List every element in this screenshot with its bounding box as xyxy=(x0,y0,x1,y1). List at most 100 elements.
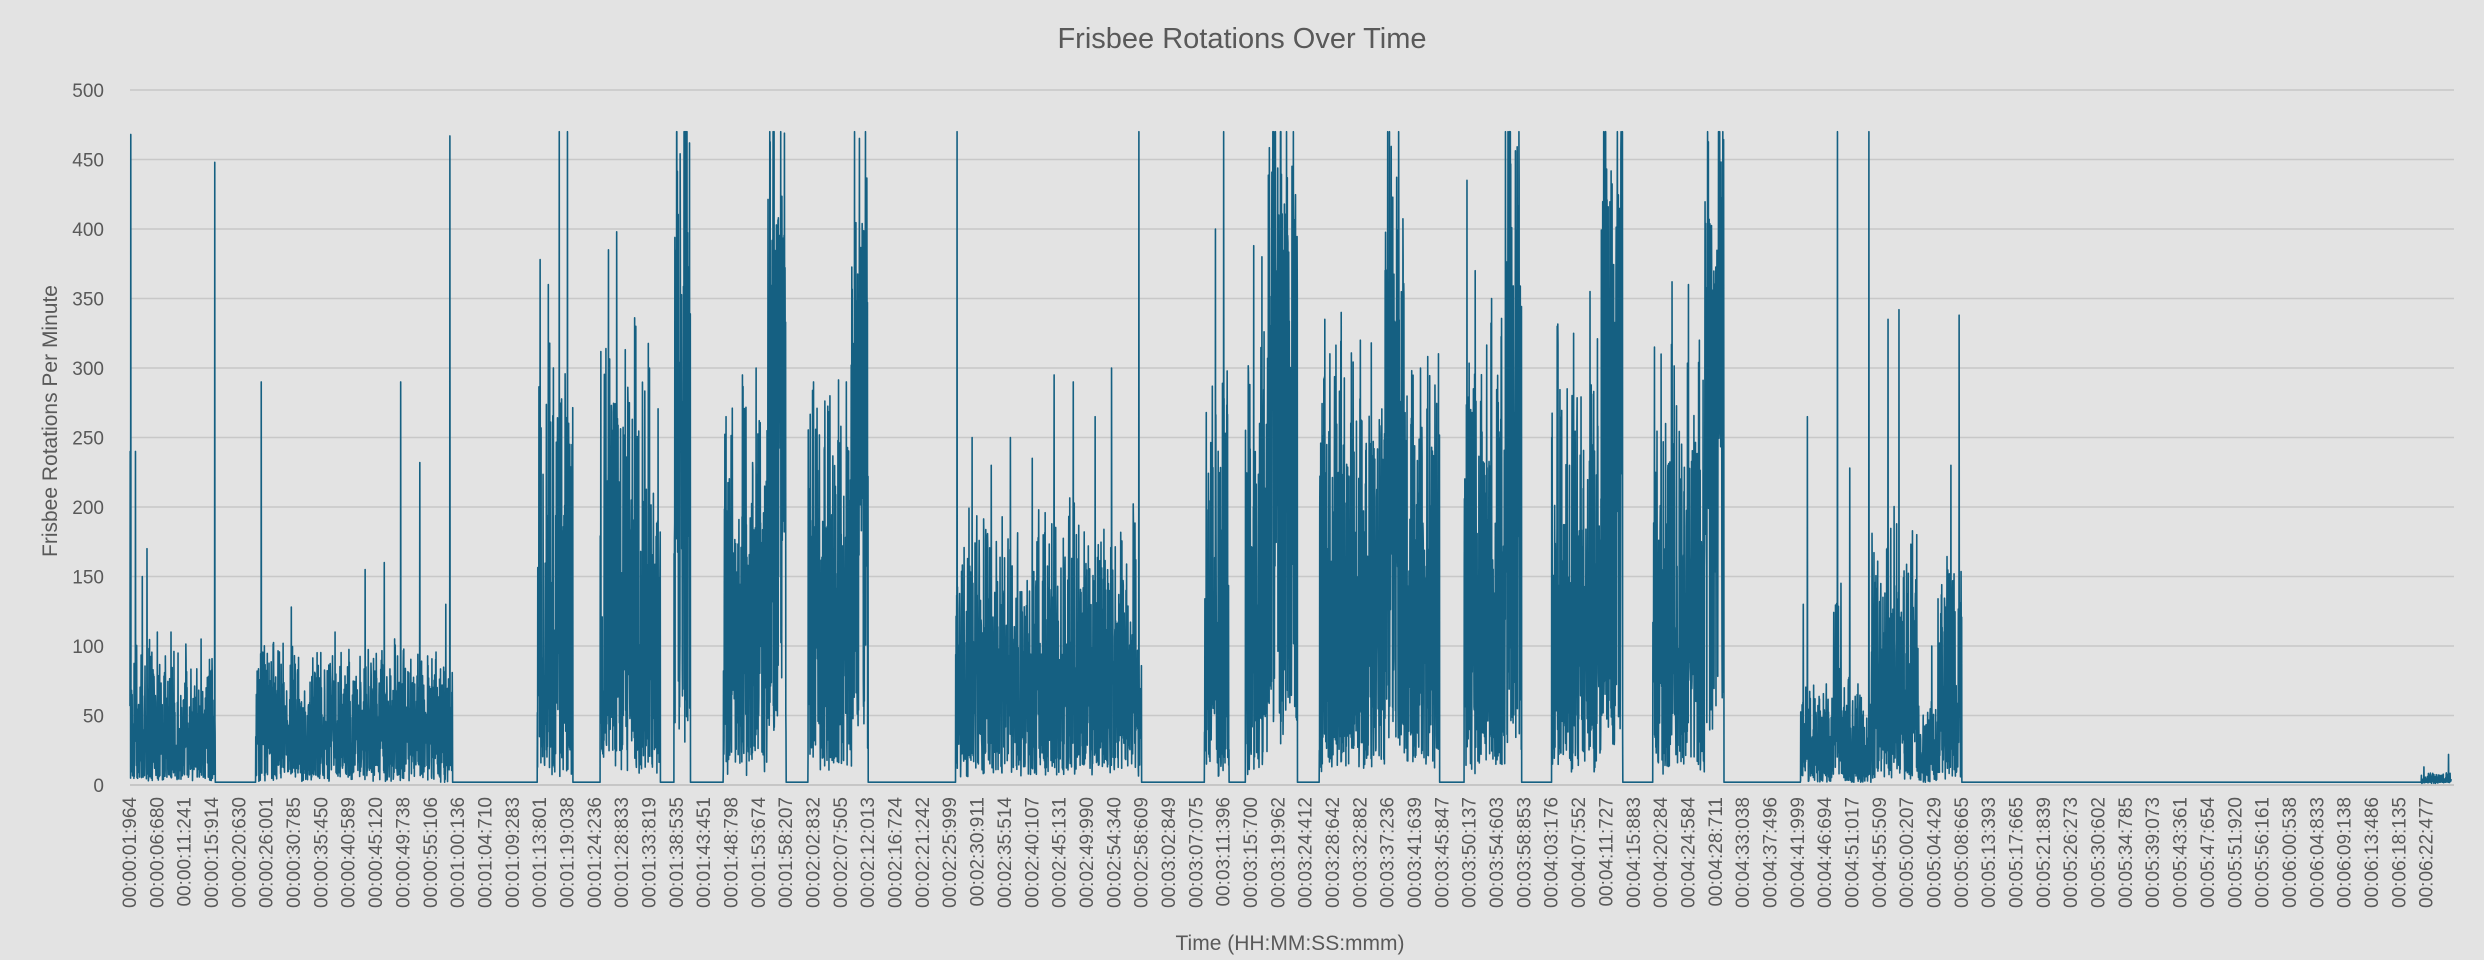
x-tick-label: 00:04:41:999 xyxy=(1788,797,1809,908)
x-tick-label: 00:02:25:999 xyxy=(940,797,961,908)
x-tick-label: 00:04:33:038 xyxy=(1733,797,1754,908)
x-tick-label: 00:05:17:665 xyxy=(2007,797,2028,908)
x-tick-label: 00:05:51:920 xyxy=(2225,797,2246,908)
x-tick-label: 00:05:26:273 xyxy=(2061,797,2082,908)
x-tick-label: 00:04:07:552 xyxy=(1569,797,1590,908)
x-tick-label: 00:03:02:849 xyxy=(1159,797,1180,908)
x-tick-label: 00:05:47:654 xyxy=(2198,797,2219,908)
x-tick-label: 00:01:28:833 xyxy=(612,797,633,908)
x-tick-label: 00:04:15:883 xyxy=(1624,797,1645,908)
series-line xyxy=(129,130,2452,785)
x-tick-label: 00:05:08:665 xyxy=(1952,797,1973,908)
x-tick-label: 00:00:26:001 xyxy=(257,797,278,908)
x-tick-label: 00:03:28:642 xyxy=(1323,797,1344,908)
y-axis-title: Frisbee Rotations Per Minute xyxy=(39,285,62,557)
x-tick-label: 00:06:22:477 xyxy=(2417,797,2438,908)
y-tick-label: 150 xyxy=(72,568,104,589)
x-tick-label: 00:06:04:833 xyxy=(2307,797,2328,908)
y-tick-label: 0 xyxy=(93,776,104,797)
x-tick-label: 00:04:28:711 xyxy=(1706,797,1727,907)
x-tick-label: 00:03:45:847 xyxy=(1432,797,1453,908)
y-tick-label: 50 xyxy=(83,707,104,728)
x-tick-label: 00:02:30:911 xyxy=(968,797,989,907)
x-tick-label: 00:03:24:412 xyxy=(1296,797,1317,908)
x-tick-label: 00:03:15:700 xyxy=(1241,797,1262,908)
x-tick-label: 00:02:21:242 xyxy=(913,797,934,908)
x-tick-label: 00:05:30:602 xyxy=(2089,797,2110,908)
x-tick-label: 00:02:35:514 xyxy=(995,797,1016,908)
y-axis-ticks: 0 50 100 150 200 250 300 350 400 450 500 xyxy=(72,81,104,797)
x-tick-label: 00:06:00:538 xyxy=(2280,797,2301,908)
x-tick-label: 00:01:33:819 xyxy=(639,797,660,908)
x-tick-label: 00:03:32:882 xyxy=(1350,797,1371,908)
x-tick-label: 00:04:51:017 xyxy=(1842,797,1863,908)
x-tick-label: 00:03:50:137 xyxy=(1460,797,1481,908)
y-tick-label: 200 xyxy=(72,498,104,519)
y-tick-label: 400 xyxy=(72,220,104,241)
x-tick-label: 00:04:24:584 xyxy=(1678,797,1699,908)
x-tick-label: 00:02:02:832 xyxy=(804,797,825,908)
x-tick-label: 00:02:54:340 xyxy=(1104,797,1125,908)
x-tick-label: 00:01:00:136 xyxy=(448,797,469,908)
x-tick-label: 00:04:55:509 xyxy=(1870,797,1891,908)
x-tick-label: 00:02:40:107 xyxy=(1022,797,1043,908)
x-tick-label: 00:02:49:990 xyxy=(1077,797,1098,908)
x-tick-label: 00:04:46:694 xyxy=(1815,797,1836,908)
x-tick-label: 00:06:13:486 xyxy=(2362,797,2383,908)
x-tick-label: 00:00:20:630 xyxy=(229,797,250,908)
x-tick-label: 00:00:55:106 xyxy=(421,797,442,908)
x-tick-label: 00:06:09:138 xyxy=(2335,797,2356,908)
x-tick-label: 00:01:38:535 xyxy=(667,797,688,908)
x-tick-label: 00:00:11:241 xyxy=(175,797,196,907)
x-tick-label: 00:03:19:962 xyxy=(1268,797,1289,908)
x-tick-label: 00:01:13:801 xyxy=(530,797,551,908)
x-tick-label: 00:03:07:075 xyxy=(1186,797,1207,908)
x-tick-label: 00:02:16:724 xyxy=(886,797,907,908)
x-tick-label: 00:00:49:738 xyxy=(393,797,414,908)
x-tick-label: 00:05:56:161 xyxy=(2253,797,2274,908)
y-tick-label: 100 xyxy=(72,637,104,658)
x-tick-label: 00:01:48:798 xyxy=(722,797,743,908)
x-tick-label: 00:05:13:393 xyxy=(1979,797,2000,908)
x-tick-label: 00:04:20:284 xyxy=(1651,797,1672,908)
x-tick-label: 00:00:01:964 xyxy=(120,797,141,908)
y-tick-label: 350 xyxy=(72,290,104,311)
x-tick-label: 00:03:41:639 xyxy=(1405,797,1426,908)
x-tick-label: 00:00:40:589 xyxy=(339,797,360,908)
y-tick-label: 500 xyxy=(72,81,104,102)
x-tick-label: 00:05:39:073 xyxy=(2143,797,2164,908)
x-tick-label: 00:01:58:207 xyxy=(776,797,797,908)
x-tick-label: 00:02:07:505 xyxy=(831,797,852,908)
series-layer xyxy=(129,130,2452,785)
x-tick-label: 00:03:58:853 xyxy=(1514,797,1535,908)
y-tick-label: 250 xyxy=(72,429,104,450)
x-tick-label: 00:04:37:496 xyxy=(1760,797,1781,908)
x-tick-label: 00:05:43:361 xyxy=(2171,797,2192,908)
x-tick-label: 00:05:00:207 xyxy=(1897,797,1918,908)
x-tick-label: 00:01:04:710 xyxy=(475,797,496,908)
x-tick-label: 00:03:11:396 xyxy=(1214,797,1235,907)
x-tick-label: 00:01:53:674 xyxy=(749,797,770,908)
x-tick-label: 00:03:37:236 xyxy=(1378,797,1399,908)
chart-title: Frisbee Rotations Over Time xyxy=(1057,23,1426,55)
x-tick-label: 00:01:09:283 xyxy=(503,797,524,908)
x-tick-label: 00:00:30:785 xyxy=(284,797,305,908)
x-tick-label: 00:04:03:176 xyxy=(1542,797,1563,908)
x-tick-label: 00:06:18:135 xyxy=(2389,797,2410,908)
x-tick-label: 00:05:21:839 xyxy=(2034,797,2055,908)
x-tick-label: 00:05:34:785 xyxy=(2116,797,2137,908)
x-tick-label: 00:03:54:603 xyxy=(1487,797,1508,908)
y-tick-label: 300 xyxy=(72,359,104,380)
x-tick-label: 00:01:19:038 xyxy=(557,797,578,908)
x-tick-label: 00:02:12:013 xyxy=(858,797,879,908)
x-tick-label: 00:00:06:680 xyxy=(147,797,168,908)
x-tick-label: 00:05:04:429 xyxy=(1925,797,1946,908)
x-tick-label: 00:01:24:236 xyxy=(585,797,606,908)
x-tick-label: 00:00:45:120 xyxy=(366,797,387,908)
x-tick-label: 00:00:35:450 xyxy=(311,797,332,908)
x-tick-label: 00:00:15:914 xyxy=(202,797,223,908)
x-tick-label: 00:02:58:609 xyxy=(1132,797,1153,908)
x-axis-title: Time (HH:MM:SS:mmm) xyxy=(1175,932,1404,955)
